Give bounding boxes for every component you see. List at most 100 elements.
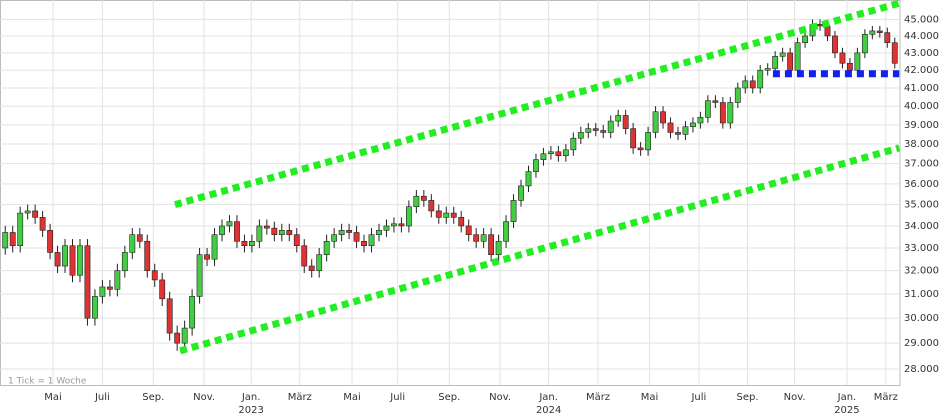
candle-body (652, 111, 659, 133)
candle-body (533, 159, 539, 172)
candle-body (592, 128, 599, 131)
y-tick-label: 40.000 (904, 101, 939, 112)
candle-body (166, 298, 173, 334)
candle-body (891, 42, 898, 64)
candle-body (331, 234, 338, 242)
y-tick-label: 34.000 (904, 221, 939, 232)
candle-body (391, 223, 397, 227)
candle-body (869, 30, 876, 35)
y-tick-label: 33.000 (904, 243, 939, 254)
candle-body (2, 232, 9, 249)
candle-body (92, 296, 98, 319)
candle-body (615, 115, 622, 122)
candle-body (630, 128, 637, 149)
x-tick-label: März (874, 392, 898, 403)
candle-body (600, 130, 607, 133)
candle-body (181, 327, 188, 344)
candle-body (241, 240, 248, 247)
candle-body (114, 270, 121, 290)
x-year-label: 2023 (238, 405, 263, 416)
x-year-label: 2024 (536, 405, 561, 416)
candle-body (196, 254, 203, 297)
trend-line (179, 144, 901, 355)
candle-body (637, 147, 644, 151)
y-tick-label: 32.000 (904, 266, 939, 277)
candle-body (219, 225, 225, 235)
y-tick-label: 45.000 (904, 14, 939, 25)
x-tick-label: Sep. (736, 392, 758, 403)
candle-body (757, 69, 764, 89)
x-tick-label: Sep. (438, 392, 460, 403)
candle-body (503, 221, 509, 242)
candle-body (39, 217, 46, 231)
candle-body (854, 52, 861, 71)
candle-body (817, 24, 823, 27)
candle-body (645, 132, 652, 151)
annotation: 1 Tick = 1 Woche (8, 377, 87, 387)
candle-body (682, 126, 689, 135)
x-tick-label: Nov. (193, 392, 215, 403)
candle-body (428, 200, 435, 212)
candle-body (495, 240, 502, 255)
x-tick-label: Juli (389, 392, 405, 403)
x-tick-label: Mai (343, 392, 361, 403)
x-year-label: 2025 (834, 405, 859, 416)
candle-body (443, 212, 450, 218)
x-tick-label: März (288, 392, 312, 403)
plot-area (0, 0, 901, 386)
candle-body (106, 286, 113, 290)
candle-body (450, 212, 457, 218)
x-tick-label: Nov. (489, 392, 511, 403)
candle-body (577, 132, 584, 139)
candle-body (712, 100, 719, 103)
x-tick-label: Jan. (837, 392, 857, 403)
candle-body (308, 265, 315, 271)
candle-body (47, 230, 53, 253)
candle-body (675, 132, 681, 135)
x-tick-label: Mai (641, 392, 659, 403)
candle-body (787, 52, 794, 71)
candle-body (824, 25, 831, 37)
candle-body (405, 206, 412, 227)
x-tick-label: Sep. (142, 392, 164, 403)
y-tick-label: 39.000 (904, 120, 939, 131)
candle-body (832, 35, 838, 54)
candle-body (749, 80, 756, 89)
candle-body (99, 286, 106, 297)
trend-line (173, 0, 901, 208)
candle-body (263, 225, 270, 229)
candle-body (278, 230, 285, 235)
candle-body (9, 232, 16, 247)
candle-body (562, 149, 569, 157)
candle-body (293, 234, 300, 247)
candle-body (510, 200, 517, 222)
candle-body (420, 195, 427, 201)
candle-body (704, 100, 711, 118)
candle-body (204, 254, 210, 260)
candle-body (734, 87, 741, 103)
candle-body (772, 56, 779, 69)
candle-body (570, 137, 577, 151)
candle-body (361, 240, 367, 247)
candle-body (159, 279, 166, 300)
y-tick-label: 41.000 (904, 83, 939, 94)
x-tick-label: Juli (94, 392, 110, 403)
candle-body (607, 120, 614, 133)
candle-body (690, 122, 696, 128)
candle-body (802, 35, 808, 43)
candle-body (17, 212, 24, 247)
candle-body (234, 221, 240, 242)
candle-body (144, 240, 151, 271)
candle-body (248, 240, 255, 247)
candle-body (518, 185, 524, 201)
candle-body (32, 210, 39, 218)
x-tick-label: März (586, 392, 610, 403)
x-tick-label: Nov. (784, 392, 806, 403)
candle-body (876, 30, 883, 33)
candle-body (84, 245, 91, 319)
candle-body (286, 230, 293, 235)
candle-body (861, 33, 868, 54)
y-tick-label: 38.000 (904, 139, 939, 150)
candle-body (697, 117, 704, 124)
